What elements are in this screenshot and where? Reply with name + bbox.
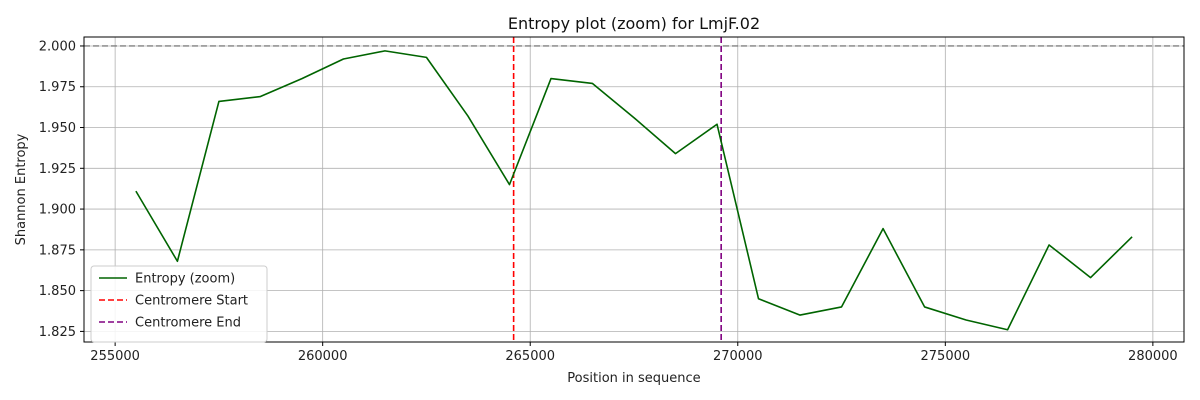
y-axis-label: Shannon Entropy — [14, 133, 29, 245]
y-tick-label: 1.825 — [39, 325, 76, 340]
legend: Entropy (zoom) Centromere Start Centromere… — [90, 265, 268, 343]
y-tick-label: 1.925 — [39, 162, 76, 177]
legend-label: Centromere Start — [135, 294, 248, 309]
y-tick-label: 2.000 — [39, 39, 76, 54]
y-tick-label: 1.850 — [39, 284, 76, 299]
plot-frame — [83, 36, 1185, 343]
legend-box — [90, 265, 268, 343]
x-tick-label: 265000 — [505, 349, 555, 364]
x-axis-label: Position in sequence — [567, 371, 700, 386]
x-tick-label: 260000 — [298, 349, 348, 364]
x-tick-label: 280000 — [1128, 349, 1178, 364]
legend-label: Centromere End — [135, 316, 241, 331]
x-tick-label: 275000 — [921, 349, 971, 364]
reference-lines — [84, 37, 1184, 342]
data-series — [135, 50, 1133, 331]
chart-title: Entropy plot (zoom) for LmjF.02 — [508, 14, 760, 33]
x-axis-ticks: 255000 260000 265000 270000 275000 280000 — [90, 342, 1178, 364]
legend-label: Entropy (zoom) — [135, 272, 235, 287]
entropy-series-line — [135, 50, 1133, 331]
y-tick-label: 1.900 — [39, 203, 76, 218]
y-tick-label: 1.950 — [39, 121, 76, 136]
y-axis-ticks: 1.825 1.850 1.875 1.900 1.925 1.950 1.975 2.000 — [39, 39, 84, 340]
x-tick-label: 255000 — [90, 349, 140, 364]
y-tick-label: 1.875 — [39, 243, 76, 258]
x-tick-label: 270000 — [713, 349, 763, 364]
y-tick-label: 1.975 — [39, 80, 76, 95]
